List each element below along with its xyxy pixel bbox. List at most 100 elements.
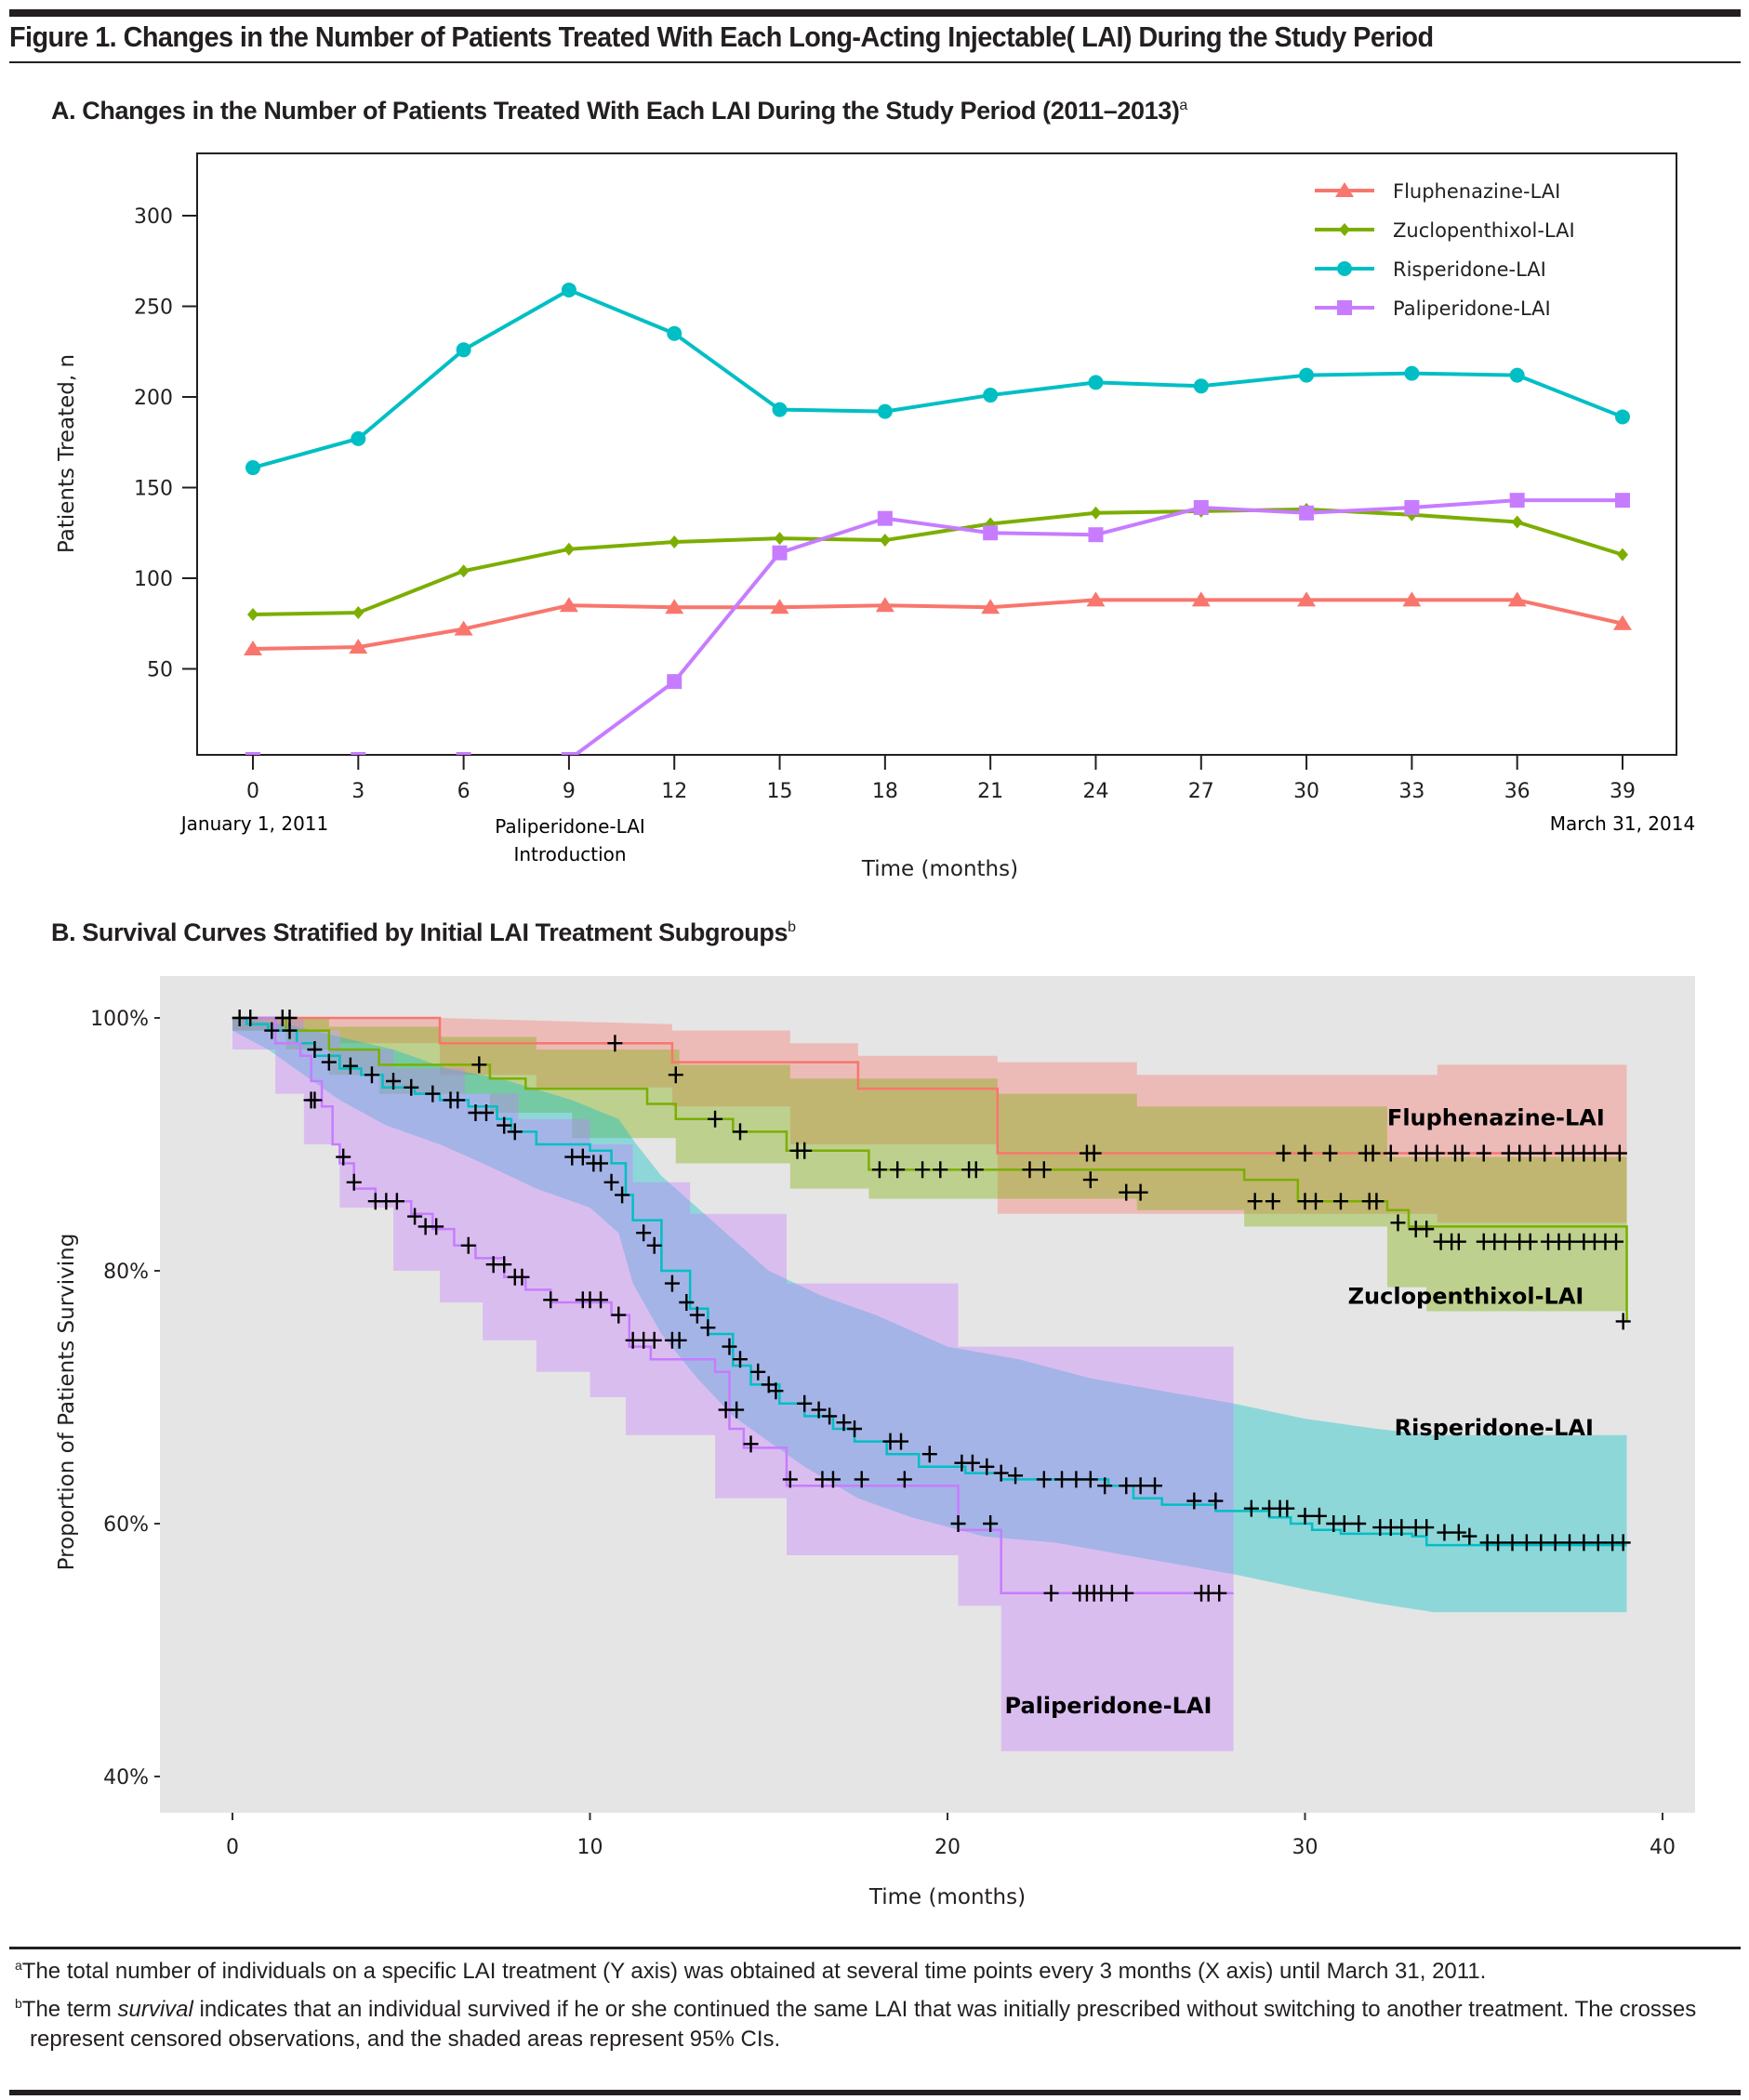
censor-mark xyxy=(607,1035,623,1052)
censor-mark xyxy=(979,1458,995,1475)
censor-mark xyxy=(1247,1193,1263,1210)
censor-mark xyxy=(993,1464,1009,1482)
curve-label: Risperidone-LAI xyxy=(1395,1415,1594,1441)
data-point xyxy=(1509,367,1525,383)
censor-mark xyxy=(1133,1183,1148,1201)
censor-mark xyxy=(646,1331,662,1349)
data-point xyxy=(1088,527,1104,543)
series-line xyxy=(252,287,1623,469)
chart-a-legend: Fluphenazine-LAI Zuclopenthixol-LAI Risper… xyxy=(1315,180,1575,320)
censor-mark xyxy=(1054,1471,1070,1488)
data-point xyxy=(351,752,366,755)
data-point xyxy=(774,532,786,546)
censor-mark xyxy=(689,1306,705,1324)
censor-mark xyxy=(364,1066,379,1084)
censor-mark xyxy=(1365,1144,1381,1162)
censor-mark xyxy=(1336,1515,1352,1532)
censor-mark xyxy=(321,1053,337,1071)
censor-mark xyxy=(1036,1471,1052,1488)
chart-a-frame xyxy=(196,152,1677,756)
censor-mark xyxy=(507,1123,523,1141)
censor-mark xyxy=(429,1218,444,1235)
censor-mark xyxy=(1351,1515,1367,1532)
series-line xyxy=(572,498,1623,755)
censor-mark xyxy=(1332,1193,1348,1210)
survival-curve-zuclopenthixol-lai xyxy=(232,1016,1628,1322)
data-point xyxy=(981,599,1000,614)
y-tick-label: 150 xyxy=(134,478,173,501)
censor-mark xyxy=(750,1363,766,1380)
ci-band-zuclopenthixol-lai xyxy=(232,1018,1627,1312)
y-tick-label: 100 xyxy=(134,568,173,591)
data-point xyxy=(1615,493,1630,508)
legend-circle-icon xyxy=(1337,261,1352,276)
footnote-a: aThe total number of individuals on a sp… xyxy=(9,1950,1739,1987)
censor-mark xyxy=(342,1057,358,1075)
censor-mark xyxy=(1611,1144,1627,1162)
data-point xyxy=(1086,591,1106,607)
data-point xyxy=(1299,367,1315,383)
footnotes: aThe total number of individuals on a sp… xyxy=(9,1950,1739,2056)
legend-label: Fluphenazine-LAI xyxy=(1393,180,1560,203)
data-point xyxy=(1404,365,1420,381)
data-point xyxy=(457,564,470,578)
censor-mark xyxy=(1119,1584,1134,1602)
data-point xyxy=(247,608,258,621)
legend-label: Zuclopenthixol-LAI xyxy=(1393,219,1575,242)
data-point xyxy=(667,674,682,690)
censor-mark xyxy=(671,1331,687,1349)
data-point xyxy=(561,752,576,755)
data-point xyxy=(1613,614,1632,630)
censor-mark xyxy=(743,1435,759,1453)
censor-mark xyxy=(871,1161,887,1179)
data-point xyxy=(456,752,471,755)
data-point xyxy=(772,402,788,417)
x-tick-label: 18 xyxy=(872,780,898,803)
censor-mark xyxy=(1537,1144,1553,1162)
censor-mark xyxy=(497,1256,512,1274)
legend-label: Paliperidone-LAI xyxy=(1393,297,1551,320)
censor-mark xyxy=(450,1091,466,1109)
data-point xyxy=(667,325,682,341)
data-point xyxy=(983,388,999,403)
censor-mark xyxy=(1462,1527,1477,1545)
ci-band-risperidone-lai xyxy=(232,1018,1627,1613)
x-tick-label: 10 xyxy=(577,1836,603,1859)
series-risperidone-lai xyxy=(245,282,1630,476)
x-tick-label: 30 xyxy=(1293,780,1319,803)
censor-mark xyxy=(1311,1507,1327,1525)
censor-mark xyxy=(1590,1534,1606,1552)
censor-mark xyxy=(386,1073,402,1090)
x-tick-label: 27 xyxy=(1188,780,1214,803)
censor-mark xyxy=(1308,1193,1324,1210)
legend-diamond-icon xyxy=(1339,223,1350,236)
data-point xyxy=(879,534,891,548)
plot-panel xyxy=(160,976,1695,1813)
data-point xyxy=(1511,515,1523,529)
data-point xyxy=(1617,548,1628,561)
censor-mark xyxy=(1086,1144,1102,1162)
figure-title: Figure 1. Changes in the Number of Patie… xyxy=(9,20,1434,53)
data-point xyxy=(245,460,260,476)
censor-mark xyxy=(983,1515,999,1532)
x-tick-label: 40 xyxy=(1650,1836,1676,1859)
y-tick-label: 80% xyxy=(103,1261,149,1284)
legend-item: Fluphenazine-LAI xyxy=(1315,180,1560,203)
censor-mark xyxy=(708,1110,723,1128)
x-tick-label: 9 xyxy=(563,780,576,803)
censor-mark xyxy=(1383,1144,1398,1162)
footnote-b: bThe term survival indicates that an ind… xyxy=(9,1988,1739,2054)
panel-b-title-sup: b xyxy=(788,919,796,935)
censor-mark xyxy=(1119,1477,1134,1495)
data-point xyxy=(770,599,789,614)
x-axis-label: Time (months) xyxy=(861,857,1018,881)
data-point xyxy=(456,342,471,358)
censor-mark xyxy=(1119,1183,1134,1201)
censor-mark xyxy=(264,1022,280,1039)
censor-mark xyxy=(825,1471,841,1488)
data-point xyxy=(1615,409,1630,425)
censor-mark xyxy=(1476,1144,1491,1162)
censor-mark xyxy=(1451,1233,1466,1250)
series-fluphenazine-lai xyxy=(244,591,1632,656)
